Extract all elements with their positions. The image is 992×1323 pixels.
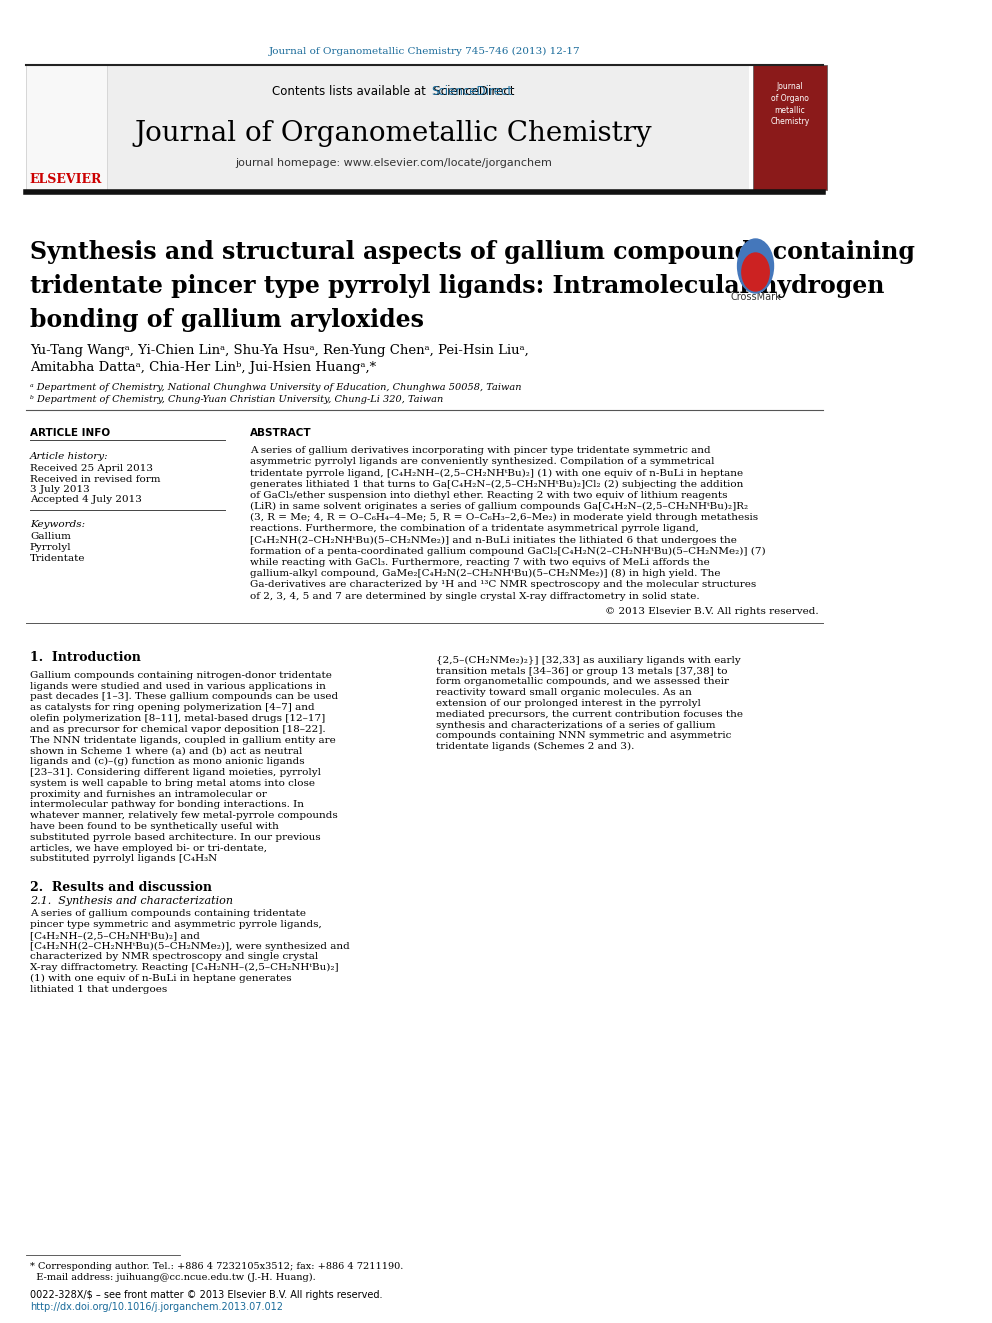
Text: and as precursor for chemical vapor deposition [18–22].: and as precursor for chemical vapor depo… — [30, 725, 325, 734]
Text: Gallium compounds containing nitrogen-donor tridentate: Gallium compounds containing nitrogen-do… — [30, 671, 331, 680]
Text: whatever manner, relatively few metal-pyrrole compounds: whatever manner, relatively few metal-py… — [30, 811, 337, 820]
Text: bonding of gallium aryloxides: bonding of gallium aryloxides — [30, 308, 424, 332]
Text: proximity and furnishes an intramolecular or: proximity and furnishes an intramolecula… — [30, 790, 267, 799]
Text: tridentate ligands (Schemes 2 and 3).: tridentate ligands (Schemes 2 and 3). — [436, 742, 635, 751]
Text: X-ray diffractometry. Reacting [C₄H₂NH–(2,5–CH₂NHᵗBu)₂]: X-ray diffractometry. Reacting [C₄H₂NH–(… — [30, 963, 338, 972]
Text: shown in Scheme 1 where (a) and (b) act as neutral: shown in Scheme 1 where (a) and (b) act … — [30, 746, 303, 755]
Text: A series of gallium derivatives incorporating with pincer type tridentate symmet: A series of gallium derivatives incorpor… — [250, 446, 710, 455]
Text: Synthesis and structural aspects of gallium compounds containing: Synthesis and structural aspects of gall… — [30, 239, 915, 265]
Text: ABSTRACT: ABSTRACT — [250, 429, 311, 438]
Text: [C₄H₂NH(2–CH₂NHᵗBu)(5–CH₂NMe₂)], were synthesized and: [C₄H₂NH(2–CH₂NHᵗBu)(5–CH₂NMe₂)], were sy… — [30, 942, 350, 951]
Text: as catalysts for ring opening polymerization [4–7] and: as catalysts for ring opening polymeriza… — [30, 704, 314, 712]
Text: Journal
of Organo
metallic
Chemistry: Journal of Organo metallic Chemistry — [770, 82, 809, 127]
Text: asymmetric pyrrolyl ligands are conveniently synthesized. Compilation of a symme: asymmetric pyrrolyl ligands are convenie… — [250, 458, 714, 466]
Text: olefin polymerization [8–11], metal-based drugs [12–17]: olefin polymerization [8–11], metal-base… — [30, 714, 325, 722]
Text: © 2013 Elsevier B.V. All rights reserved.: © 2013 Elsevier B.V. All rights reserved… — [605, 607, 818, 615]
Text: tridentate pincer type pyrrolyl ligands: Intramolecular hydrogen: tridentate pincer type pyrrolyl ligands:… — [30, 274, 884, 298]
Text: ᵃ Department of Chemistry, National Chunghwa University of Education, Chunghwa 5: ᵃ Department of Chemistry, National Chun… — [30, 382, 522, 392]
Text: Journal of Organometallic Chemistry: Journal of Organometallic Chemistry — [135, 120, 653, 147]
Text: substituted pyrrole based architecture. In our previous: substituted pyrrole based architecture. … — [30, 832, 320, 841]
Text: pincer type symmetric and asymmetric pyrrole ligands,: pincer type symmetric and asymmetric pyr… — [30, 919, 321, 929]
Text: A series of gallium compounds containing tridentate: A series of gallium compounds containing… — [30, 909, 306, 918]
Text: {2,5–(CH₂NMe₂)₂}] [32,33] as auxiliary ligands with early: {2,5–(CH₂NMe₂)₂}] [32,33] as auxiliary l… — [436, 656, 741, 665]
Text: E-mail address: juihuang@cc.ncue.edu.tw (J.-H. Huang).: E-mail address: juihuang@cc.ncue.edu.tw … — [30, 1273, 315, 1282]
Text: [C₄H₂NH–(2,5–CH₂NHᵗBu)₂] and: [C₄H₂NH–(2,5–CH₂NHᵗBu)₂] and — [30, 931, 199, 939]
Text: 2.1.  Synthesis and characterization: 2.1. Synthesis and characterization — [30, 896, 233, 906]
Text: have been found to be synthetically useful with: have been found to be synthetically usef… — [30, 822, 279, 831]
Text: compounds containing NNN symmetric and asymmetric: compounds containing NNN symmetric and a… — [436, 732, 732, 741]
Text: Pyrrolyl: Pyrrolyl — [30, 542, 71, 552]
Text: past decades [1–3]. These gallium compounds can be used: past decades [1–3]. These gallium compou… — [30, 692, 338, 701]
Ellipse shape — [738, 239, 774, 292]
Text: ligands and (c)–(g) function as mono anionic ligands: ligands and (c)–(g) function as mono ani… — [30, 757, 305, 766]
Text: Contents lists available at  ScienceDirect: Contents lists available at ScienceDirec… — [273, 85, 515, 98]
Bar — [753, 65, 827, 191]
Text: tridentate pyrrole ligand, [C₄H₂NH–(2,5–CH₂NHᵗBu)₂] (1) with one equiv of n-BuLi: tridentate pyrrole ligand, [C₄H₂NH–(2,5–… — [250, 468, 743, 478]
Text: 3 July 2013: 3 July 2013 — [30, 486, 89, 493]
Text: Ga-derivatives are characterized by ¹H and ¹³C NMR spectroscopy and the molecula: Ga-derivatives are characterized by ¹H a… — [250, 581, 756, 590]
Text: system is well capable to bring metal atoms into close: system is well capable to bring metal at… — [30, 779, 314, 787]
Text: Article history:: Article history: — [30, 452, 108, 460]
Text: gallium-alkyl compound, GaMe₂[C₄H₂N(2–CH₂NHᵗBu)(5–CH₂NMe₂)] (8) in high yield. T: gallium-alkyl compound, GaMe₂[C₄H₂N(2–CH… — [250, 569, 720, 578]
Text: Yu-Tang Wangᵃ, Yi-Chien Linᵃ, Shu-Ya Hsuᵃ, Ren-Yung Chenᵃ, Pei-Hsin Liuᵃ,: Yu-Tang Wangᵃ, Yi-Chien Linᵃ, Shu-Ya Hsu… — [30, 344, 529, 357]
Text: (3, R = Me; 4, R = O–C₆H₄–4–Me; 5, R = O–C₆H₃–2,6–Me₂) in moderate yield through: (3, R = Me; 4, R = O–C₆H₄–4–Me; 5, R = O… — [250, 513, 758, 523]
Text: Journal of Organometallic Chemistry 745-746 (2013) 12-17: Journal of Organometallic Chemistry 745-… — [269, 48, 580, 56]
Text: Gallium: Gallium — [30, 532, 70, 541]
Text: Accepted 4 July 2013: Accepted 4 July 2013 — [30, 495, 142, 504]
Text: 0022-328X/$ – see front matter © 2013 Elsevier B.V. All rights reserved.: 0022-328X/$ – see front matter © 2013 El… — [30, 1290, 383, 1301]
Text: ARTICLE INFO: ARTICLE INFO — [30, 429, 110, 438]
Text: Keywords:: Keywords: — [30, 520, 85, 529]
Text: ligands were studied and used in various applications in: ligands were studied and used in various… — [30, 681, 325, 691]
Text: characterized by NMR spectroscopy and single crystal: characterized by NMR spectroscopy and si… — [30, 953, 318, 962]
Text: [23–31]. Considering different ligand moieties, pyrrolyl: [23–31]. Considering different ligand mo… — [30, 767, 321, 777]
Text: form organometallic compounds, and we assessed their: form organometallic compounds, and we as… — [436, 677, 729, 687]
Text: mediated precursors, the current contribution focuses the: mediated precursors, the current contrib… — [436, 710, 743, 718]
Text: articles, we have employed bi- or tri-dentate,: articles, we have employed bi- or tri-de… — [30, 844, 267, 852]
Text: Amitabha Dattaᵃ, Chia-Her Linᵇ, Jui-Hsien Huangᵃ,*: Amitabha Dattaᵃ, Chia-Her Linᵇ, Jui-Hsie… — [30, 361, 376, 374]
Text: ᵇ Department of Chemistry, Chung-Yuan Christian University, Chung-Li 320, Taiwan: ᵇ Department of Chemistry, Chung-Yuan Ch… — [30, 396, 443, 404]
Text: * Corresponding author. Tel.: +886 4 7232105x3512; fax: +886 4 7211190.: * Corresponding author. Tel.: +886 4 723… — [30, 1262, 404, 1271]
Text: generates lithiated 1 that turns to Ga[C₄H₂N–(2,5–CH₂NHᵗBu)₂]Cl₂ (2) subjecting : generates lithiated 1 that turns to Ga[C… — [250, 480, 743, 488]
Text: Received 25 April 2013: Received 25 April 2013 — [30, 464, 153, 474]
Bar — [26, 65, 749, 191]
Text: while reacting with GaCl₃. Furthermore, reacting 7 with two equivs of MeLi affor: while reacting with GaCl₃. Furthermore, … — [250, 558, 709, 568]
Text: lithiated 1 that undergoes: lithiated 1 that undergoes — [30, 984, 168, 994]
Text: ScienceDirect: ScienceDirect — [432, 85, 513, 98]
Text: substituted pyrrolyl ligands [C₄H₃N: substituted pyrrolyl ligands [C₄H₃N — [30, 855, 217, 864]
Text: of 2, 3, 4, 5 and 7 are determined by single crystal X-ray diffractometry in sol: of 2, 3, 4, 5 and 7 are determined by si… — [250, 591, 699, 601]
Text: synthesis and characterizations of a series of gallium: synthesis and characterizations of a ser… — [436, 721, 716, 729]
Text: http://dx.doi.org/10.1016/j.jorganchem.2013.07.012: http://dx.doi.org/10.1016/j.jorganchem.2… — [30, 1302, 283, 1312]
Text: reactions. Furthermore, the combination of a tridentate asymmetrical pyrrole lig: reactions. Furthermore, the combination … — [250, 524, 698, 533]
Text: journal homepage: www.elsevier.com/locate/jorganchem: journal homepage: www.elsevier.com/locat… — [235, 157, 552, 168]
Text: extension of our prolonged interest in the pyrrolyl: extension of our prolonged interest in t… — [436, 699, 701, 708]
Text: (1) with one equiv of n-BuLi in heptane generates: (1) with one equiv of n-BuLi in heptane … — [30, 974, 292, 983]
Text: Tridentate: Tridentate — [30, 554, 85, 564]
Text: 2.  Results and discussion: 2. Results and discussion — [30, 881, 212, 894]
Text: transition metals [34–36] or group 13 metals [37,38] to: transition metals [34–36] or group 13 me… — [436, 667, 728, 676]
Text: (LiR) in same solvent originates a series of gallium compounds Ga[C₄H₂N–(2,5–CH₂: (LiR) in same solvent originates a serie… — [250, 501, 748, 511]
Text: formation of a penta-coordinated gallium compound GaCl₂[C₄H₂N(2–CH₂NHᵗBu)(5–CH₂N: formation of a penta-coordinated gallium… — [250, 546, 766, 556]
Ellipse shape — [742, 253, 769, 291]
Text: [C₄H₂NH(2–CH₂NHᵗBu)(5–CH₂NMe₂)] and n-BuLi initiates the lithiated 6 that underg: [C₄H₂NH(2–CH₂NHᵗBu)(5–CH₂NMe₂)] and n-Bu… — [250, 536, 737, 545]
Text: 1.  Introduction: 1. Introduction — [30, 651, 141, 664]
Bar — [26, 65, 107, 191]
Text: The NNN tridentate ligands, coupled in gallium entity are: The NNN tridentate ligands, coupled in g… — [30, 736, 335, 745]
Text: reactivity toward small organic molecules. As an: reactivity toward small organic molecule… — [436, 688, 692, 697]
Text: ELSEVIER: ELSEVIER — [30, 173, 102, 187]
Text: of GaCl₃/ether suspension into diethyl ether. Reacting 2 with two equiv of lithi: of GaCl₃/ether suspension into diethyl e… — [250, 491, 727, 500]
Text: Received in revised form: Received in revised form — [30, 475, 161, 484]
Text: CrossMark: CrossMark — [730, 292, 781, 302]
Text: intermolecular pathway for bonding interactions. In: intermolecular pathway for bonding inter… — [30, 800, 304, 810]
